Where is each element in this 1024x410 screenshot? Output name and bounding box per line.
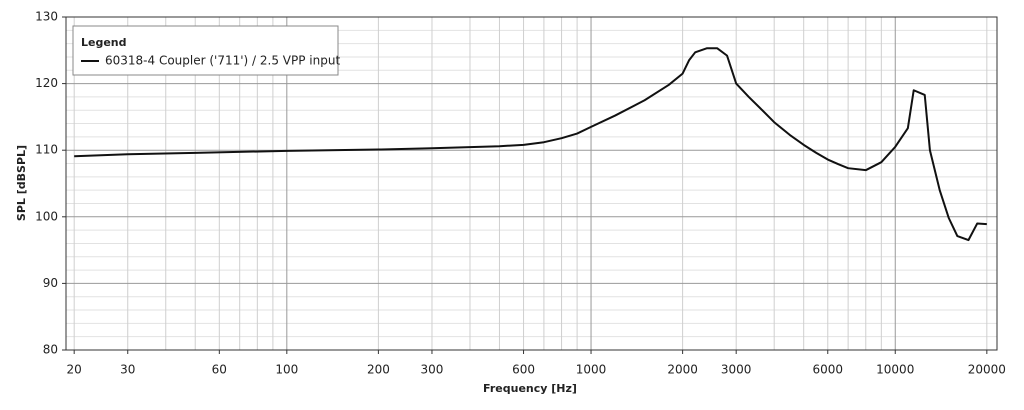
x-tick-label: 300 bbox=[421, 363, 444, 377]
x-tick-label: 3000 bbox=[721, 363, 752, 377]
y-tick-label: 130 bbox=[35, 10, 58, 24]
legend-title: Legend bbox=[81, 36, 127, 49]
x-tick-label: 6000 bbox=[812, 363, 843, 377]
y-tick-label: 120 bbox=[35, 76, 58, 90]
x-tick-label: 30 bbox=[120, 363, 135, 377]
x-axis-label: Frequency [Hz] bbox=[483, 382, 577, 395]
y-tick-label: 90 bbox=[43, 276, 58, 290]
x-tick-label: 1000 bbox=[576, 363, 607, 377]
line bbox=[74, 47, 987, 242]
x-tick-label: 2000 bbox=[667, 363, 698, 377]
y-axis-label: SPL [dBSPL] bbox=[15, 145, 28, 221]
x-tick-label: 10000 bbox=[876, 363, 914, 377]
x-tick-label: 100 bbox=[275, 363, 298, 377]
x-tick-label: 200 bbox=[367, 363, 390, 377]
legend: Legend 60318-4 Coupler ('711') / 2.5 VPP … bbox=[72, 25, 340, 76]
y-tick-label: 110 bbox=[35, 143, 58, 157]
x-tick-label: 20000 bbox=[968, 363, 1006, 377]
x-tick-label: 60 bbox=[212, 363, 227, 377]
x-tick-label: 20 bbox=[67, 363, 82, 377]
y-tick-label: 100 bbox=[35, 209, 58, 223]
legend-box bbox=[72, 25, 339, 76]
x-tick-label: 600 bbox=[512, 363, 535, 377]
plot-frame bbox=[65, 16, 998, 351]
legend-label: 60318-4 Coupler ('711') / 2.5 VPP input bbox=[105, 54, 340, 68]
y-tick-label: 80 bbox=[43, 343, 58, 357]
